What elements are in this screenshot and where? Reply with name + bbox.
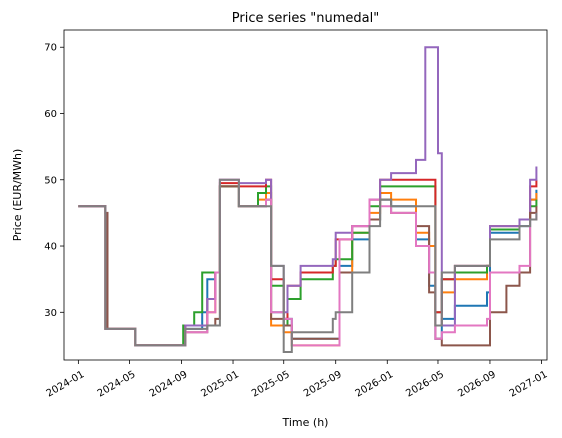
x-tick-label: 2026-05	[404, 369, 446, 399]
y-tick-label: 30	[44, 308, 57, 319]
x-tick-label: 2027-01	[508, 369, 550, 399]
series-line-8	[78, 178, 538, 353]
x-tick-label: 2024-09	[148, 369, 190, 399]
x-tick-label: 2026-01	[354, 369, 396, 399]
x-tick-label: 2025-05	[250, 369, 292, 399]
x-tick-label: 2026-09	[456, 369, 498, 399]
series-line-7	[78, 178, 538, 347]
x-axis: 2024-01 2024-05 2024-09 2025-01 2025-05 2025-…	[45, 360, 550, 400]
y-tick-label: 40	[44, 242, 57, 253]
y-axis: 30 40 50 60 70	[44, 43, 64, 319]
x-tick-label: 2024-05	[96, 369, 138, 399]
y-tick-label: 70	[44, 43, 57, 54]
x-axis-label: Time (h)	[282, 416, 329, 429]
plot-frame	[63, 29, 548, 361]
series-line-4	[78, 178, 538, 347]
x-tick-label: 2025-01	[199, 369, 241, 399]
x-tick-label: 2025-09	[302, 369, 344, 399]
y-axis-label: Price (EUR/MWh)	[11, 149, 24, 242]
x-tick-label: 2024-01	[45, 369, 87, 399]
y-tick-label: 60	[44, 109, 57, 120]
series-line-5	[78, 46, 538, 347]
series-layer	[78, 46, 538, 353]
chart-title: Price series "numedal"	[232, 11, 379, 26]
y-tick-label: 50	[44, 175, 57, 186]
